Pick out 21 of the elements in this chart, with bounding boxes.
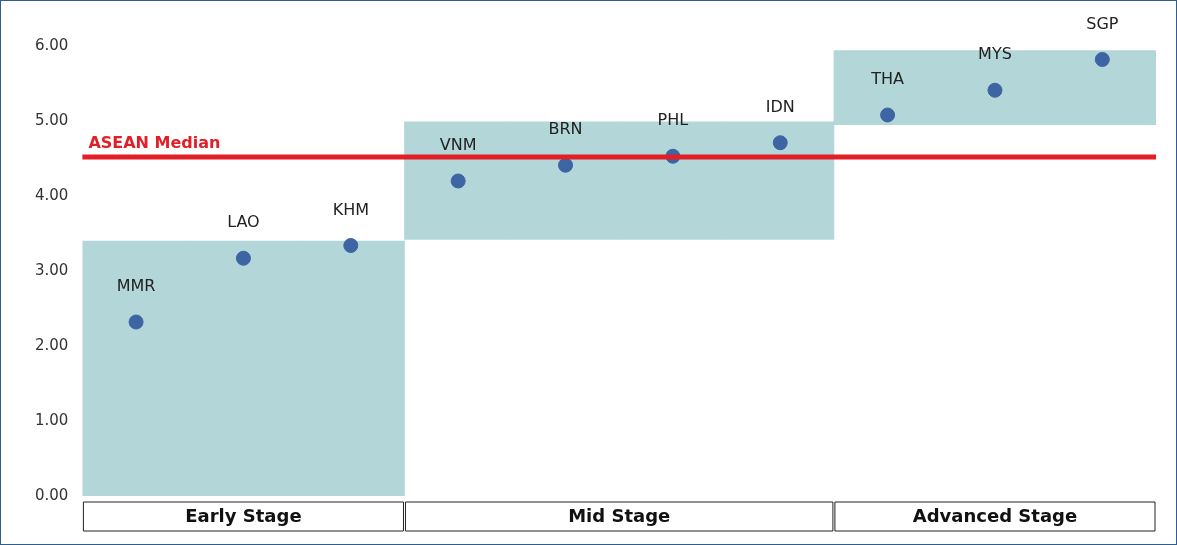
x-tick-label: BRN	[548, 119, 583, 139]
y-tick-label: 1.00	[34, 410, 69, 429]
ref-line-label: ASEAN Median	[88, 133, 221, 153]
x-tick-label: MMR	[116, 276, 156, 296]
x-tick-label: VNM	[439, 135, 477, 155]
y-tick-label: 5.00	[34, 110, 69, 129]
x-tick-label: KHM	[332, 199, 369, 219]
x-tick-label: MYS	[978, 44, 1012, 64]
x-tick-label: LAO	[227, 212, 260, 232]
x-tick-label: THA	[870, 69, 905, 89]
y-tick-label: 4.00	[34, 185, 69, 204]
x-tick-label: SGP	[1086, 13, 1119, 33]
y-tick-label: 0.00	[34, 485, 69, 504]
y-tick-label: 3.00	[34, 260, 69, 279]
text: Advanced Stage	[912, 505, 1078, 527]
text: Early Stage	[185, 505, 302, 527]
text: Mid Stage	[568, 505, 671, 527]
x-tick-label: IDN	[765, 96, 795, 116]
x-tick-label: PHL	[657, 110, 689, 130]
y-tick-label: 2.00	[34, 335, 69, 354]
y-tick-label: 6.00	[34, 35, 69, 54]
